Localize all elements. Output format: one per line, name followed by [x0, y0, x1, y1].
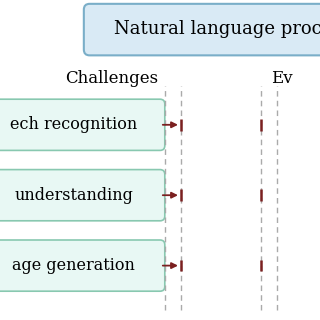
- Text: understanding: understanding: [14, 187, 133, 204]
- Text: Ev: Ev: [271, 70, 292, 87]
- Text: age generation: age generation: [12, 257, 135, 274]
- FancyBboxPatch shape: [84, 4, 320, 55]
- FancyBboxPatch shape: [0, 99, 165, 150]
- FancyBboxPatch shape: [0, 240, 165, 291]
- FancyBboxPatch shape: [0, 170, 165, 221]
- Text: Challenges: Challenges: [65, 70, 159, 87]
- Text: Natural language proc: Natural language proc: [114, 20, 320, 38]
- Text: ech recognition: ech recognition: [10, 116, 137, 133]
